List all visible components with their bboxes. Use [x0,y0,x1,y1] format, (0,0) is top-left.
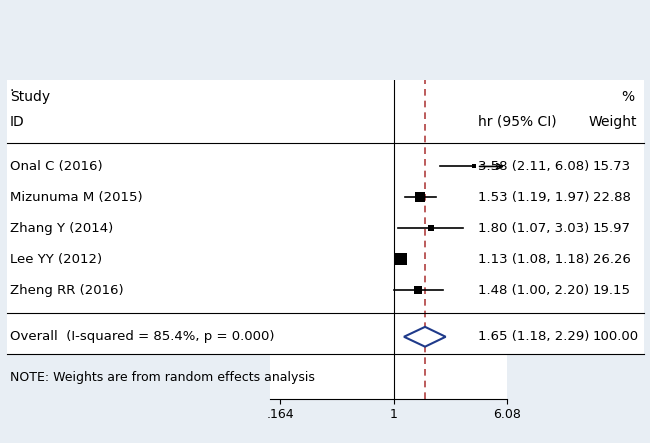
Text: hr (95% CI): hr (95% CI) [478,115,556,128]
Text: 26.26: 26.26 [593,253,630,266]
Text: 19.15: 19.15 [593,284,630,297]
Text: 100.00: 100.00 [593,330,639,343]
Text: 15.97: 15.97 [593,222,630,235]
Text: NOTE: Weights are from random effects analysis: NOTE: Weights are from random effects an… [10,370,315,384]
Text: 1.48 (1.00, 2.20): 1.48 (1.00, 2.20) [478,284,589,297]
Text: 1.65 (1.18, 2.29): 1.65 (1.18, 2.29) [478,330,589,343]
Text: Study: Study [10,90,50,104]
Text: 3.58 (2.11, 6.08): 3.58 (2.11, 6.08) [478,160,589,173]
Text: 22.88: 22.88 [593,191,630,204]
Text: Zheng RR (2016): Zheng RR (2016) [10,284,123,297]
Text: Lee YY (2012): Lee YY (2012) [10,253,102,266]
Text: ID: ID [10,115,25,128]
Polygon shape [404,327,446,347]
Text: .: . [10,81,14,94]
Text: Weight: Weight [588,115,637,128]
Text: 15.73: 15.73 [593,160,631,173]
Text: 1.13 (1.08, 1.18): 1.13 (1.08, 1.18) [478,253,589,266]
Text: Mizunuma M (2015): Mizunuma M (2015) [10,191,142,204]
Text: %: % [621,90,634,104]
Text: 1.80 (1.07, 3.03): 1.80 (1.07, 3.03) [478,222,589,235]
Text: Onal C (2016): Onal C (2016) [10,160,103,173]
Text: 1.53 (1.19, 1.97): 1.53 (1.19, 1.97) [478,191,590,204]
Text: Overall  (I-squared = 85.4%, p = 0.000): Overall (I-squared = 85.4%, p = 0.000) [10,330,274,343]
Text: Zhang Y (2014): Zhang Y (2014) [10,222,113,235]
